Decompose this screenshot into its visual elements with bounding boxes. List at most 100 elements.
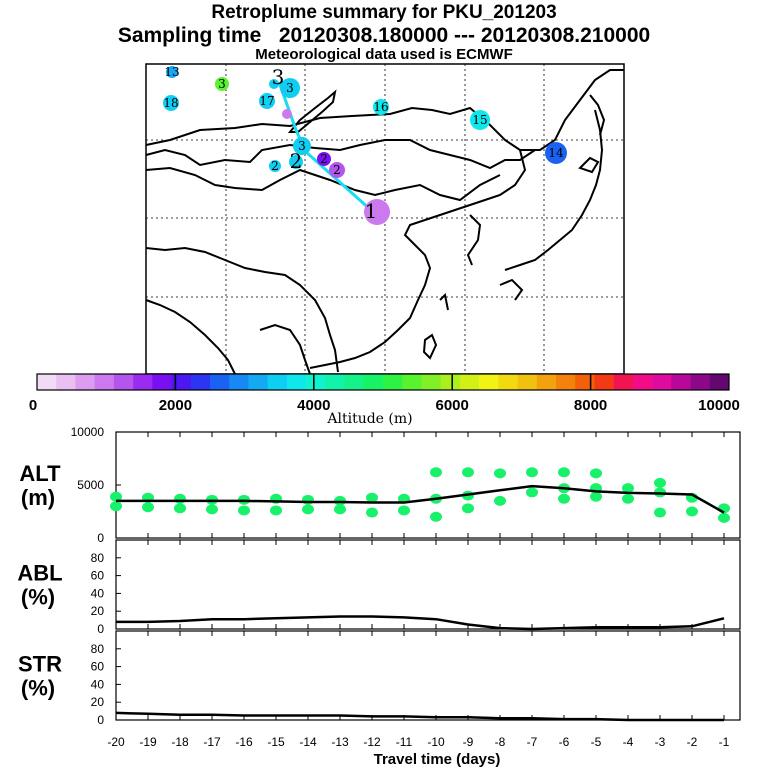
x-tick-label: -1 [719,735,730,749]
colorbar-swatch [344,374,365,390]
plume-day-label: 3 [298,139,306,153]
colorbar-frame [36,373,730,391]
plume-dot-2 [280,78,300,98]
colorbar-swatch [190,374,211,390]
plume-day-label: 1 [365,199,378,223]
plume-day-label: 14 [548,146,564,160]
x-tick-label: -18 [171,735,189,749]
str-line [115,711,724,722]
plume-day-label: 16 [373,100,388,114]
colorbar-swatch [75,374,95,390]
alt-point [526,467,538,478]
colorbar-swatch [113,374,134,390]
plume-dot-5 [259,93,275,109]
alt-point [430,511,442,522]
plume-day-label: 3 [272,65,285,89]
alt-point [686,506,698,517]
panel-abl: 80 60 40 20 0 ABL(%) [17,539,741,636]
plume-dot-1 [215,77,229,91]
alt-point [334,504,346,515]
x-tick-label: -13 [331,735,349,749]
colorbar-swatch [421,374,441,390]
colorbar-swatch [37,374,57,390]
y-tick-label: 60 [91,569,105,583]
alt-point [494,495,506,506]
plume-day-label: 17 [259,94,274,108]
alt-point [622,493,634,504]
colorbar-swatch [652,374,672,390]
x-tick-label: -16 [235,735,253,749]
alt-point [462,503,474,514]
colorbar-swatch [671,374,691,390]
panel-frame [115,431,741,539]
colorbar-swatch [632,374,653,390]
alt-point [590,468,602,479]
plume-day-label: 2 [320,152,328,166]
x-tick-label: -5 [591,735,602,749]
alt-point [366,507,378,518]
x-tick-label: -2 [687,735,698,749]
y-tick-label: 5000 [77,478,104,492]
x-tick-label: -3 [655,735,666,749]
plume-day-label: 13 [164,65,179,79]
x-tick-label: -4 [623,735,634,749]
colorbar-swatch [536,374,557,390]
colorbar-tick-label: 8000 [574,397,607,414]
colorbar-swatch [556,374,576,390]
y-axis-unit: (%) [21,676,55,701]
colorbar-swatch [498,374,518,390]
y-axis-label: ALT [19,461,61,486]
y-tick-label: 10000 [71,425,105,439]
alt-point [270,505,282,516]
alt-point [590,491,602,502]
plume-dot-12 [317,152,331,166]
alt-point [654,507,666,518]
panel-frame [115,630,741,721]
x-tick-label: -15 [267,735,285,749]
panel-alt: 10000 5000 0 ALT(m) [19,425,741,545]
x-tick-label: -11 [396,735,413,749]
x-axis-label: Travel time (days) [374,751,501,768]
x-tick-label: -8 [495,735,506,749]
y-axis-unit: (m) [21,485,55,510]
alt-point [558,493,570,504]
y-axis-unit: (%) [21,585,55,610]
colorbar-swatch [709,374,730,390]
x-tick-label: -12 [363,735,381,749]
y-tick-label: 60 [91,660,105,674]
plume-day-label: 3 [218,77,226,91]
y-tick-label: 80 [91,642,105,656]
y-axis-label: STR [18,652,62,677]
x-tick-label: -9 [463,735,474,749]
colorbar-tick-label: 0 [29,397,37,414]
colorbar-axis-label: Altitude (m) [326,411,412,427]
y-tick-label: 0 [97,531,104,545]
alt-point [462,467,474,478]
alt-point [366,492,378,503]
panel-frame [115,539,741,630]
alt-point [238,505,250,516]
plume-dot-10 [289,155,303,169]
alt-point [718,512,730,523]
colorbar-swatch [459,374,480,390]
colorbar-swatch [363,374,384,390]
alt-point [398,505,410,516]
colorbar-swatch [248,374,268,390]
plume-dot-6 [373,99,389,115]
colorbar-swatch [306,374,326,390]
alt-point [174,503,186,514]
plume-dot-14 [364,199,390,225]
colorbar-swatch [517,374,538,390]
colorbar-swatch [94,374,115,390]
colorbar-swatch [325,374,345,390]
plume-dot-4 [163,95,179,111]
alt-point [558,467,570,478]
plume-dot-13 [329,162,345,178]
alt-point [622,483,634,494]
plume-dot-8 [545,142,567,164]
alt-point [110,491,122,502]
colorbar-swatch [229,374,249,390]
x-tick-label: -6 [559,735,570,749]
alt-point [206,504,218,515]
